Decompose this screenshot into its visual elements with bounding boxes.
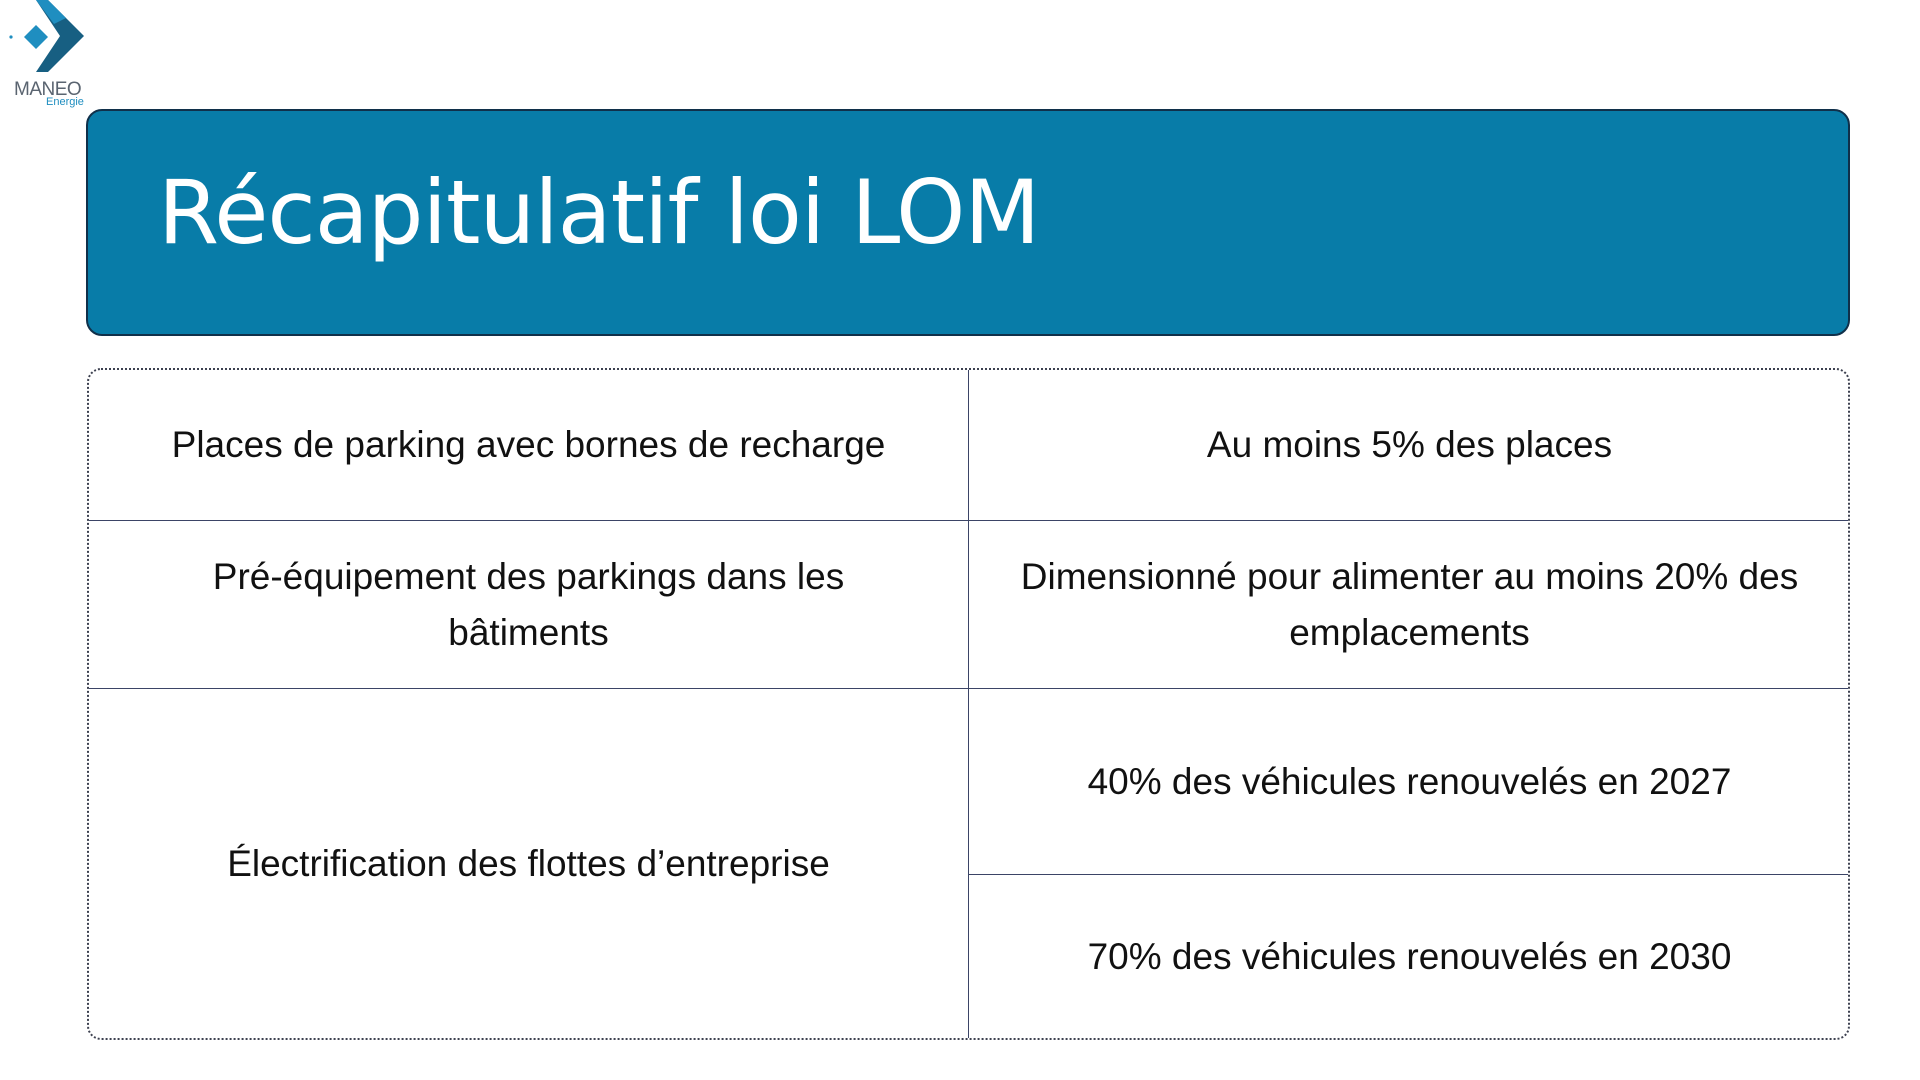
table-cell-label: Pré-équipement des parkings dans les bât… xyxy=(212,555,845,653)
table-cell-value: 40% des véhicules renouvelés en 2027 xyxy=(1087,760,1732,802)
diamond-arrow-icon xyxy=(9,0,84,72)
title-banner: Récapitulatif loi LOM xyxy=(86,109,1850,336)
table-cell-label: Électrification des flottes d’entreprise xyxy=(227,842,830,884)
table-cell-label: Places de parking avec bornes de recharg… xyxy=(171,424,886,465)
table-cell-value: 70% des véhicules renouvelés en 2030 xyxy=(1087,935,1732,977)
logo-name: MANEO xyxy=(14,79,82,100)
row-divider xyxy=(89,520,1848,521)
logo-subtitle: Energie xyxy=(46,96,84,108)
summary-table: Places de parking avec bornes de recharg… xyxy=(87,368,1850,1040)
table-cell-value: Dimensionné pour alimenter au moins 20% … xyxy=(1020,555,1799,653)
subrow-divider xyxy=(969,874,1848,875)
maneo-logo: MANEO Energie xyxy=(8,0,98,110)
column-divider xyxy=(968,370,969,1038)
page-title: Récapitulatif loi LOM xyxy=(158,161,1040,264)
row-divider xyxy=(89,688,1848,689)
table-cell-value: Au moins 5% des places xyxy=(1206,424,1613,465)
